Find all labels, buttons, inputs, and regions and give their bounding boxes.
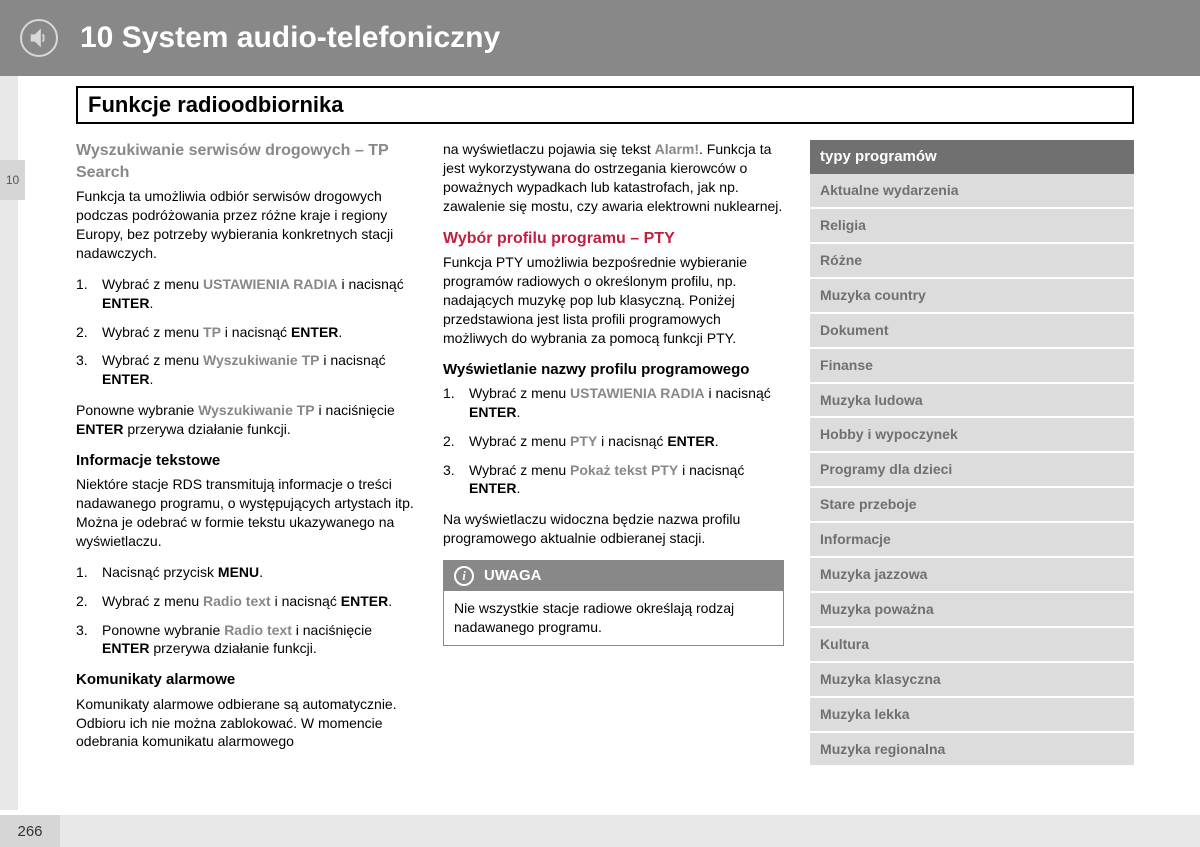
text-info-heading: Informacje tekstowe <box>76 451 417 471</box>
note-label: UWAGA <box>484 566 542 586</box>
profile-heading: Wyświetlanie nazwy profilu programowego <box>443 360 784 380</box>
table-row: Muzyka regionalna <box>810 733 1134 768</box>
table-row: Muzyka country <box>810 279 1134 314</box>
table-row: Muzyka jazzowa <box>810 558 1134 593</box>
table-row: Finanse <box>810 349 1134 384</box>
table-row: Różne <box>810 244 1134 279</box>
column-2: na wyświetlaczu pojawia się tekst Alarm!… <box>443 140 784 767</box>
table-row: Muzyka klasyczna <box>810 663 1134 698</box>
list-item: 1. Wybrać z menu USTAWIENIA RADIA i naci… <box>76 275 417 313</box>
chapter-header: 10 System audio-telefoniczny <box>0 0 1200 76</box>
table-row: Muzyka lekka <box>810 698 1134 733</box>
note-header: i UWAGA <box>444 561 783 591</box>
program-types-header: typy programów <box>810 140 1134 174</box>
alarm-text: Komunikaty alarmowe odbierane są automat… <box>76 695 417 752</box>
text-info-intro: Niektóre stacje RDS transmitują informac… <box>76 475 417 551</box>
info-icon: i <box>454 566 474 586</box>
tp-search-intro: Funkcja ta umożliwia odbiór serwisów dro… <box>76 187 417 263</box>
alarm-heading: Komunikaty alarmowe <box>76 670 417 690</box>
table-row: Religia <box>810 209 1134 244</box>
table-row: Muzyka poważna <box>810 593 1134 628</box>
section-title-box: Funkcje radioodbiornika <box>76 86 1134 124</box>
list-item: 1. Wybrać z menu USTAWIENIA RADIA i naci… <box>443 384 784 422</box>
section-title: Funkcje radioodbiornika <box>88 92 1122 118</box>
list-item: 1. Nacisnąć przycisk MENU. <box>76 563 417 582</box>
footer-strip <box>60 815 1200 847</box>
list-item: 3. Wybrać z menu Pokaż tekst PTY i nacis… <box>443 461 784 499</box>
speaker-icon <box>20 19 58 57</box>
tp-search-heading: Wyszukiwanie serwisów drogowych – TP Sea… <box>76 140 417 183</box>
main-content: Wyszukiwanie serwisów drogowych – TP Sea… <box>76 140 1134 767</box>
note-box: i UWAGA Nie wszystkie stacje radiowe okr… <box>443 560 784 646</box>
page-tab: 10 <box>0 160 25 200</box>
profile-steps: 1. Wybrać z menu USTAWIENIA RADIA i naci… <box>443 384 784 498</box>
pty-intro: Funkcja PTY umożliwia bezpośrednie wybie… <box>443 253 784 347</box>
table-row: Programy dla dzieci <box>810 453 1134 488</box>
table-row: Aktualne wydarzenia <box>810 174 1134 209</box>
list-item: 2. Wybrać z menu TP i nacisnąć ENTER. <box>76 323 417 342</box>
table-row: Muzyka ludowa <box>810 384 1134 419</box>
side-strip <box>0 0 18 810</box>
profile-footer: Na wyświetlaczu widoczna będzie nazwa pr… <box>443 510 784 548</box>
table-row: Kultura <box>810 628 1134 663</box>
table-row: Informacje <box>810 523 1134 558</box>
column-1: Wyszukiwanie serwisów drogowych – TP Sea… <box>76 140 417 767</box>
list-item: 3. Ponowne wybranie Radio text i naciśni… <box>76 621 417 659</box>
text-info-steps: 1. Nacisnąć przycisk MENU. 2. Wybrać z m… <box>76 563 417 659</box>
tp-search-steps: 1. Wybrać z menu USTAWIENIA RADIA i naci… <box>76 275 417 389</box>
list-item: 2. Wybrać z menu Radio text i nacisnąć E… <box>76 592 417 611</box>
note-body: Nie wszystkie stacje radiowe określają r… <box>444 591 783 645</box>
table-row: Dokument <box>810 314 1134 349</box>
alarm-continuation: na wyświetlaczu pojawia się tekst Alarm!… <box>443 140 784 216</box>
table-row: Stare przeboje <box>810 488 1134 523</box>
tp-search-footer: Ponowne wybranie Wyszukiwanie TP i naciś… <box>76 401 417 439</box>
chapter-title: 10 System audio-telefoniczny <box>80 21 500 55</box>
table-row: Hobby i wypoczynek <box>810 418 1134 453</box>
column-3: typy programów Aktualne wydarzeniaReligi… <box>810 140 1134 767</box>
program-types-list: Aktualne wydarzeniaReligiaRóżneMuzyka co… <box>810 174 1134 767</box>
pty-heading: Wybór profilu programu – PTY <box>443 228 784 250</box>
page-number: 266 <box>0 815 60 847</box>
list-item: 3. Wybrać z menu Wyszukiwanie TP i nacis… <box>76 351 417 389</box>
list-item: 2. Wybrać z menu PTY i nacisnąć ENTER. <box>443 432 784 451</box>
